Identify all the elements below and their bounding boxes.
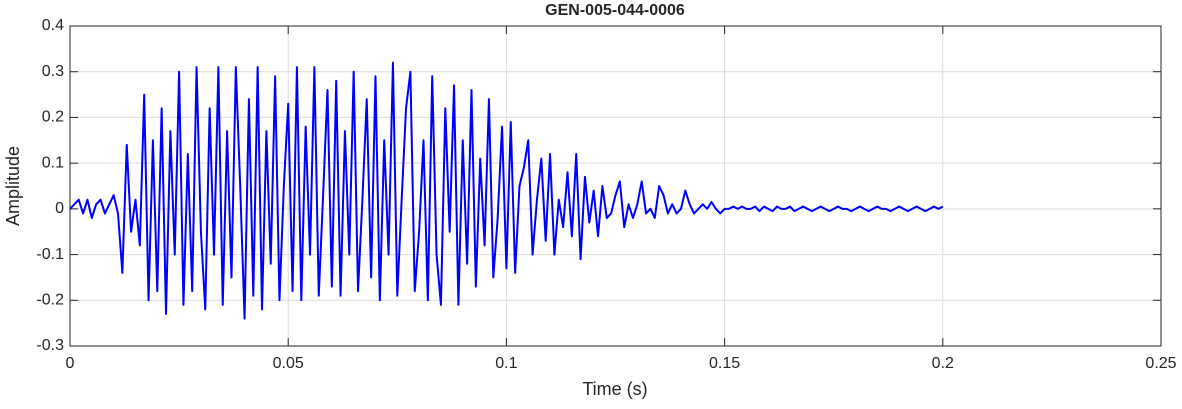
x-tick-label: 0.1 <box>495 355 517 372</box>
y-tick-label: 0.4 <box>42 17 64 34</box>
y-tick-label: -0.3 <box>36 337 64 354</box>
y-tick-label: 0.1 <box>42 154 64 171</box>
x-tick-label: 0.2 <box>932 355 954 372</box>
y-tick-label: -0.2 <box>36 292 64 309</box>
y-tick-label: 0.3 <box>42 63 64 80</box>
waveform-line <box>69 61 944 320</box>
x-tick-label: 0.25 <box>1145 355 1176 372</box>
x-tick-label: 0 <box>66 355 75 372</box>
x-axis-label: Time (s) <box>582 379 647 399</box>
y-tick-label: -0.1 <box>36 246 64 263</box>
chart-title: GEN-005-044-0006 <box>545 2 685 19</box>
axes-box <box>69 25 1162 347</box>
x-tick-label: 0.15 <box>709 355 740 372</box>
y-axis-label: Amplitude <box>3 146 23 226</box>
y-tick-label: 0 <box>55 200 64 217</box>
y-tick-label: 0.2 <box>42 109 64 126</box>
x-tick-label: 0.05 <box>273 355 304 372</box>
